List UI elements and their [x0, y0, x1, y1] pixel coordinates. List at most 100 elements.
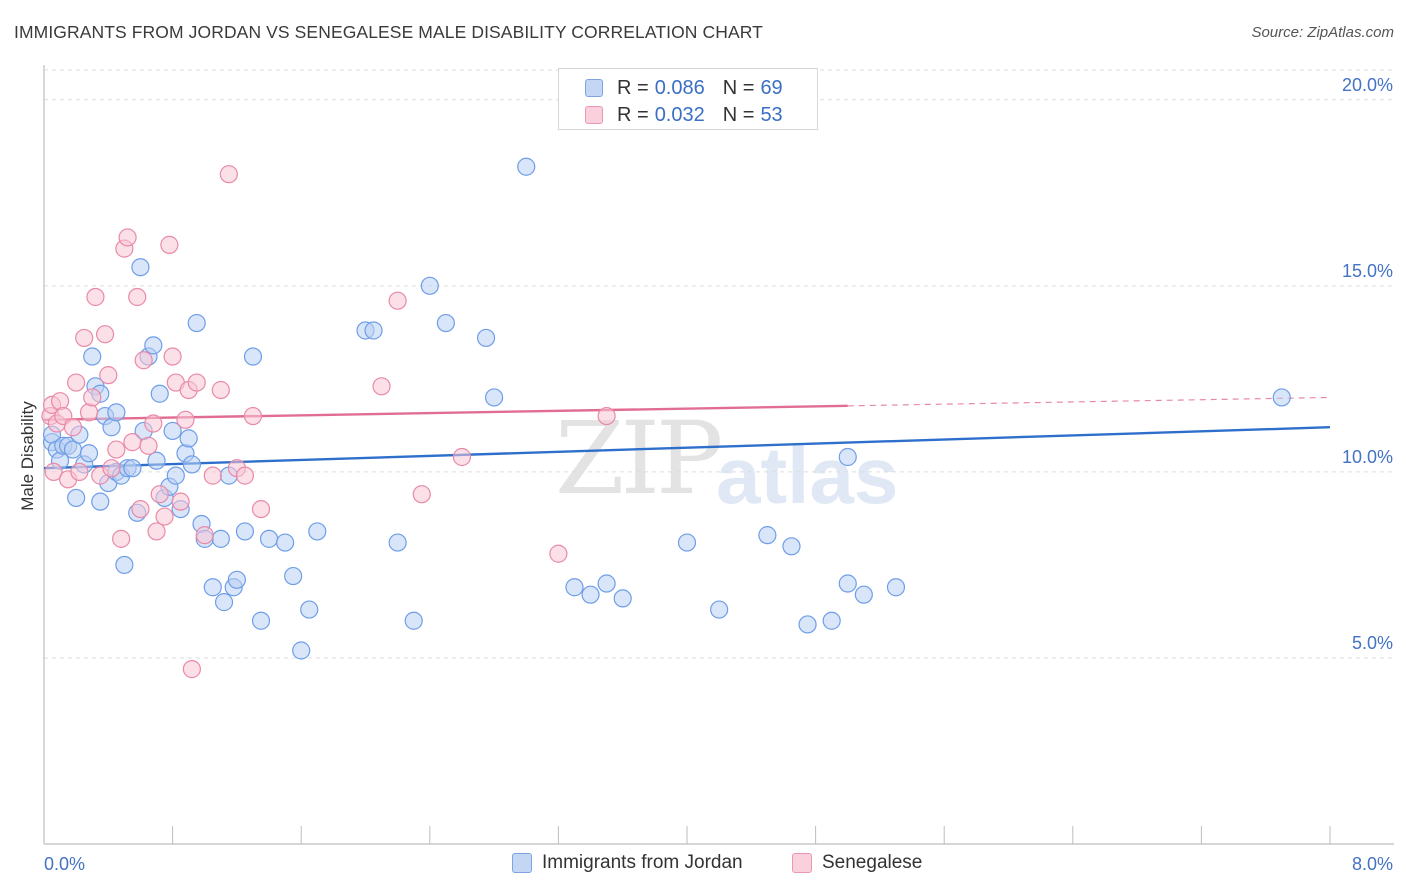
- y-tick-label: 20.0%: [1342, 75, 1393, 95]
- chart-title: IMMIGRANTS FROM JORDAN VS SENEGALESE MAL…: [14, 22, 763, 42]
- point-jordan: [404, 611, 423, 630]
- x-tick-label: 8.0%: [1352, 854, 1393, 874]
- point-jordan: [144, 336, 163, 355]
- grid-lines: [44, 69, 1394, 659]
- legend-n-value: 53: [760, 103, 783, 126]
- point-senegalese: [79, 403, 99, 422]
- point-jordan: [838, 574, 857, 593]
- legend-n-label: N =: [722, 103, 755, 126]
- point-jordan: [798, 615, 817, 634]
- data-points: [41, 157, 1291, 679]
- trend-line: [43, 404, 848, 421]
- point-jordan: [123, 459, 142, 478]
- point-jordan: [131, 258, 150, 277]
- point-senegalese: [95, 325, 115, 344]
- point-senegalese: [235, 466, 255, 485]
- point-jordan: [485, 388, 504, 407]
- legend-r-label: R =: [617, 103, 649, 126]
- point-jordan: [308, 522, 327, 541]
- point-senegalese: [150, 485, 169, 504]
- y-tick-label: 5.0%: [1352, 633, 1393, 653]
- chart-source: Source: ZipAtlas.com: [1251, 24, 1394, 41]
- point-senegalese: [83, 388, 102, 407]
- bottom-legend-label-jordan: Immigrants from Jordan: [542, 852, 743, 873]
- point-senegalese: [388, 291, 407, 310]
- point-jordan: [107, 403, 126, 422]
- point-senegalese: [211, 380, 230, 400]
- point-jordan: [838, 447, 857, 467]
- point-jordan: [147, 451, 166, 470]
- point-senegalese: [195, 526, 214, 545]
- point-senegalese: [86, 287, 105, 307]
- y-tick-label: 10.0%: [1342, 447, 1393, 467]
- point-jordan: [300, 600, 319, 619]
- point-senegalese: [63, 418, 83, 437]
- point-jordan: [613, 589, 632, 608]
- point-jordan: [179, 429, 198, 448]
- point-jordan: [388, 533, 407, 552]
- point-senegalese: [155, 507, 174, 526]
- trend-lines: [43, 396, 1331, 470]
- point-senegalese: [50, 392, 70, 411]
- bottom-legend-jordan: Immigrants from Jordan: [512, 852, 743, 874]
- point-jordan: [163, 421, 182, 441]
- bottom-legend-swatch-senegalese: [792, 853, 812, 873]
- point-senegalese: [99, 366, 118, 385]
- point-jordan: [677, 533, 697, 552]
- point-senegalese: [243, 406, 263, 426]
- legend: R = 0.086 N = 69 R = 0.032 N = 53: [558, 68, 818, 130]
- legend-swatch-senegalese: [585, 106, 603, 124]
- point-senegalese: [118, 228, 137, 247]
- point-jordan: [822, 611, 841, 630]
- point-jordan: [235, 522, 255, 541]
- point-senegalese: [147, 522, 166, 541]
- point-senegalese: [187, 373, 206, 392]
- point-jordan: [115, 555, 134, 575]
- point-senegalese: [549, 544, 568, 563]
- legend-swatch-jordan: [585, 79, 603, 97]
- point-senegalese: [70, 462, 89, 481]
- point-senegalese: [44, 462, 63, 481]
- point-jordan: [150, 384, 169, 403]
- point-jordan: [854, 585, 873, 604]
- point-senegalese: [67, 373, 86, 392]
- point-jordan: [782, 537, 801, 556]
- point-senegalese: [160, 235, 179, 254]
- legend-r-value: 0.086: [654, 76, 705, 99]
- point-senegalese: [144, 414, 163, 433]
- point-jordan: [886, 578, 906, 597]
- trend-line-dashed: [847, 396, 1331, 407]
- point-senegalese: [219, 165, 238, 184]
- point-jordan: [1272, 388, 1291, 407]
- point-jordan: [214, 593, 234, 612]
- point-senegalese: [107, 440, 126, 459]
- point-jordan: [292, 641, 311, 660]
- point-jordan: [259, 529, 279, 548]
- point-senegalese: [251, 499, 271, 519]
- point-jordan: [182, 455, 201, 474]
- point-senegalese: [75, 328, 94, 348]
- point-jordan: [211, 529, 230, 548]
- bottom-legend-swatch-jordan: [512, 853, 532, 873]
- point-jordan: [517, 157, 536, 176]
- point-senegalese: [171, 492, 190, 511]
- point-jordan: [91, 492, 110, 511]
- point-senegalese: [182, 660, 201, 679]
- point-jordan: [243, 347, 263, 366]
- watermark-zip: ZIP: [555, 400, 723, 517]
- point-jordan: [436, 313, 455, 333]
- point-senegalese: [176, 410, 195, 429]
- point-jordan: [203, 578, 222, 597]
- point-jordan: [187, 313, 206, 333]
- point-senegalese: [123, 433, 142, 452]
- point-senegalese: [131, 499, 150, 519]
- axes: [43, 65, 1394, 845]
- legend-n-value: 69: [760, 76, 783, 99]
- point-jordan: [79, 444, 99, 463]
- point-senegalese: [372, 377, 391, 396]
- point-jordan: [83, 347, 102, 366]
- point-jordan: [581, 585, 600, 604]
- point-jordan: [420, 276, 439, 295]
- bottom-legend-label-senegalese: Senegalese: [822, 852, 923, 873]
